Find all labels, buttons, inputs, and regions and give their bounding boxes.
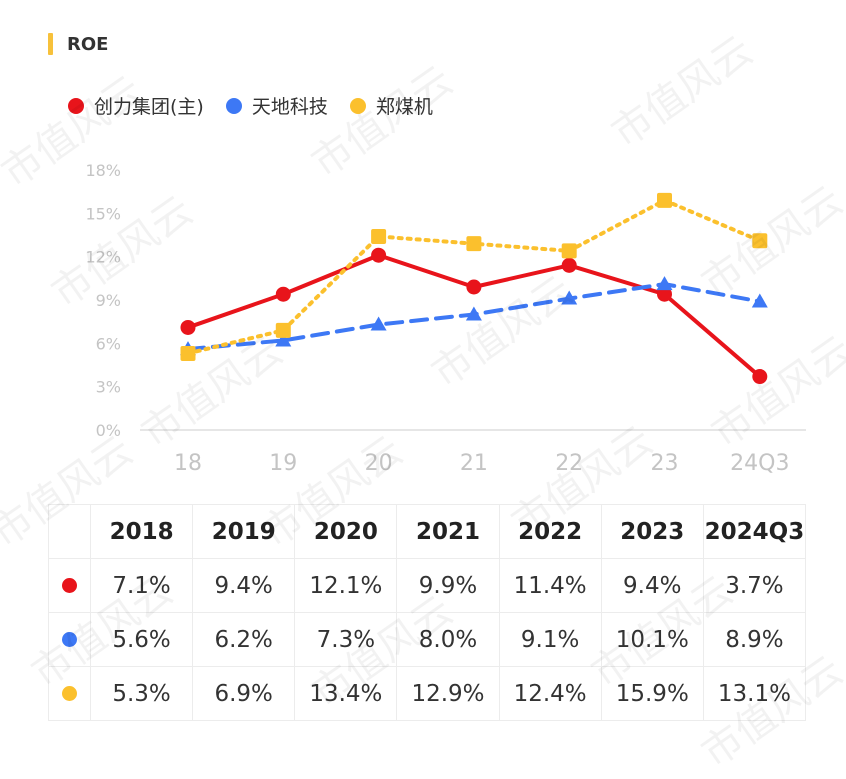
row-marker-tiandi	[62, 631, 77, 647]
legend-item-chuangli[interactable]: 创力集团(主)	[68, 92, 204, 119]
table-cell: 9.4%	[600, 558, 704, 613]
row-marker-cell	[48, 558, 91, 613]
x-tick-label: 20	[365, 451, 393, 476]
legend-marker-tiandi	[225, 97, 242, 114]
table-cell: 7.3%	[294, 612, 398, 667]
chart-title: ROE	[67, 33, 109, 55]
legend-item-tiandi[interactable]: 天地科技	[225, 92, 328, 119]
table-cell: 11.4%	[498, 558, 602, 613]
y-tick-label: 3%	[96, 378, 121, 397]
legend: 创力集团(主) 天地科技 郑煤机	[68, 92, 455, 119]
row-marker-zhengmeiji	[62, 685, 77, 701]
x-tick-label: 24Q3	[730, 451, 789, 476]
table-row-tiandi: 5.6% 6.2% 7.3% 8.0% 9.1% 10.1% 8.9%	[48, 612, 807, 667]
watermark: 市值风云	[603, 27, 762, 158]
row-marker-cell	[48, 612, 91, 667]
table-header-cell: 2020	[294, 504, 398, 559]
data-point-2	[752, 233, 768, 249]
table-cell: 8.0%	[396, 612, 500, 667]
table-corner-cell	[48, 504, 91, 559]
chart-header: ROE	[48, 30, 108, 58]
header-accent-bar	[48, 33, 53, 55]
data-point-2	[180, 345, 196, 361]
y-tick-label: 9%	[96, 291, 121, 310]
roe-line-chart: 18% 15% 12% 9% 6% 3% 0% 18 19 20 21 22 23 24Q3	[85, 161, 806, 476]
x-tick-label: 19	[269, 451, 297, 476]
table-row-chuangli: 7.1% 9.4% 12.1% 9.9% 11.4% 9.4% 3.7%	[48, 558, 807, 613]
legend-marker-chuangli	[68, 97, 84, 114]
table-cell: 9.9%	[396, 558, 500, 613]
data-point-2	[371, 228, 387, 244]
table-cell: 5.3%	[89, 666, 194, 721]
data-point-2	[275, 322, 291, 338]
row-marker-cell	[48, 666, 91, 721]
data-point-0	[371, 247, 387, 263]
x-tick-label: 21	[460, 451, 488, 476]
table-cell: 12.1%	[294, 558, 398, 613]
data-point-0	[466, 279, 482, 295]
data-point-0	[657, 286, 672, 302]
data-point-1	[751, 293, 768, 308]
data-point-2	[657, 192, 672, 208]
data-point-1	[561, 290, 578, 305]
data-point-2	[561, 243, 577, 259]
table-cell: 3.7%	[702, 558, 807, 613]
table-cell: 9.1%	[498, 612, 602, 667]
table-cell: 12.4%	[498, 666, 602, 721]
table-cell: 13.4%	[294, 666, 398, 721]
table-cell: 13.1%	[702, 666, 807, 721]
series-line-2	[186, 198, 762, 356]
legend-label-zhengmeiji: 郑煤机	[375, 96, 433, 118]
table-header-cell: 2023	[600, 504, 704, 559]
legend-label-tiandi: 天地科技	[251, 96, 328, 118]
legend-marker-zhengmeiji	[349, 97, 366, 114]
table-cell: 6.2%	[192, 612, 296, 667]
data-point-1	[370, 316, 387, 331]
x-tick-label: 22	[555, 451, 583, 476]
data-point-1	[656, 276, 673, 291]
table-cell: 8.9%	[702, 612, 807, 667]
data-point-2	[466, 236, 482, 252]
y-tick-label: 18%	[85, 161, 121, 180]
table-header-cell: 2018	[89, 504, 194, 559]
table-header-cell: 2022	[498, 504, 602, 559]
table-header-cell: 2021	[396, 504, 500, 559]
data-point-0	[752, 369, 768, 385]
data-point-1	[465, 306, 482, 321]
x-tick-label: 23	[651, 451, 679, 476]
table-header-row: 2018 2019 2020 2021 2022 2023 2024Q3	[48, 504, 807, 559]
data-point-0	[275, 286, 291, 302]
table-cell: 5.6%	[89, 612, 194, 667]
table-row-zhengmeiji: 5.3% 6.9% 13.4% 12.9% 12.4% 15.9% 13.1%	[48, 666, 807, 721]
table-cell: 15.9%	[600, 666, 704, 721]
table-cell: 12.9%	[396, 666, 500, 721]
data-point-0	[180, 319, 196, 335]
y-tick-label: 0%	[96, 421, 121, 440]
table-cell: 9.4%	[192, 558, 296, 613]
table-header-cell: 2019	[192, 504, 296, 559]
x-tick-label: 18	[174, 451, 202, 476]
table-cell: 6.9%	[192, 666, 296, 721]
data-point-1	[275, 332, 292, 347]
y-tick-label: 12%	[85, 248, 121, 267]
row-marker-chuangli	[62, 577, 77, 593]
data-point-0	[561, 257, 577, 273]
legend-label-chuangli: 创力集团(主)	[94, 96, 204, 118]
roe-data-table: 2018 2019 2020 2021 2022 2023 2024Q3 7.1…	[48, 504, 807, 721]
table-cell: 7.1%	[89, 558, 194, 613]
y-tick-label: 6%	[96, 334, 121, 353]
table-cell: 10.1%	[600, 612, 704, 667]
legend-item-zhengmeiji[interactable]: 郑煤机	[349, 92, 433, 119]
y-tick-label: 15%	[85, 204, 121, 223]
table-header-cell: 2024Q3	[702, 504, 807, 559]
